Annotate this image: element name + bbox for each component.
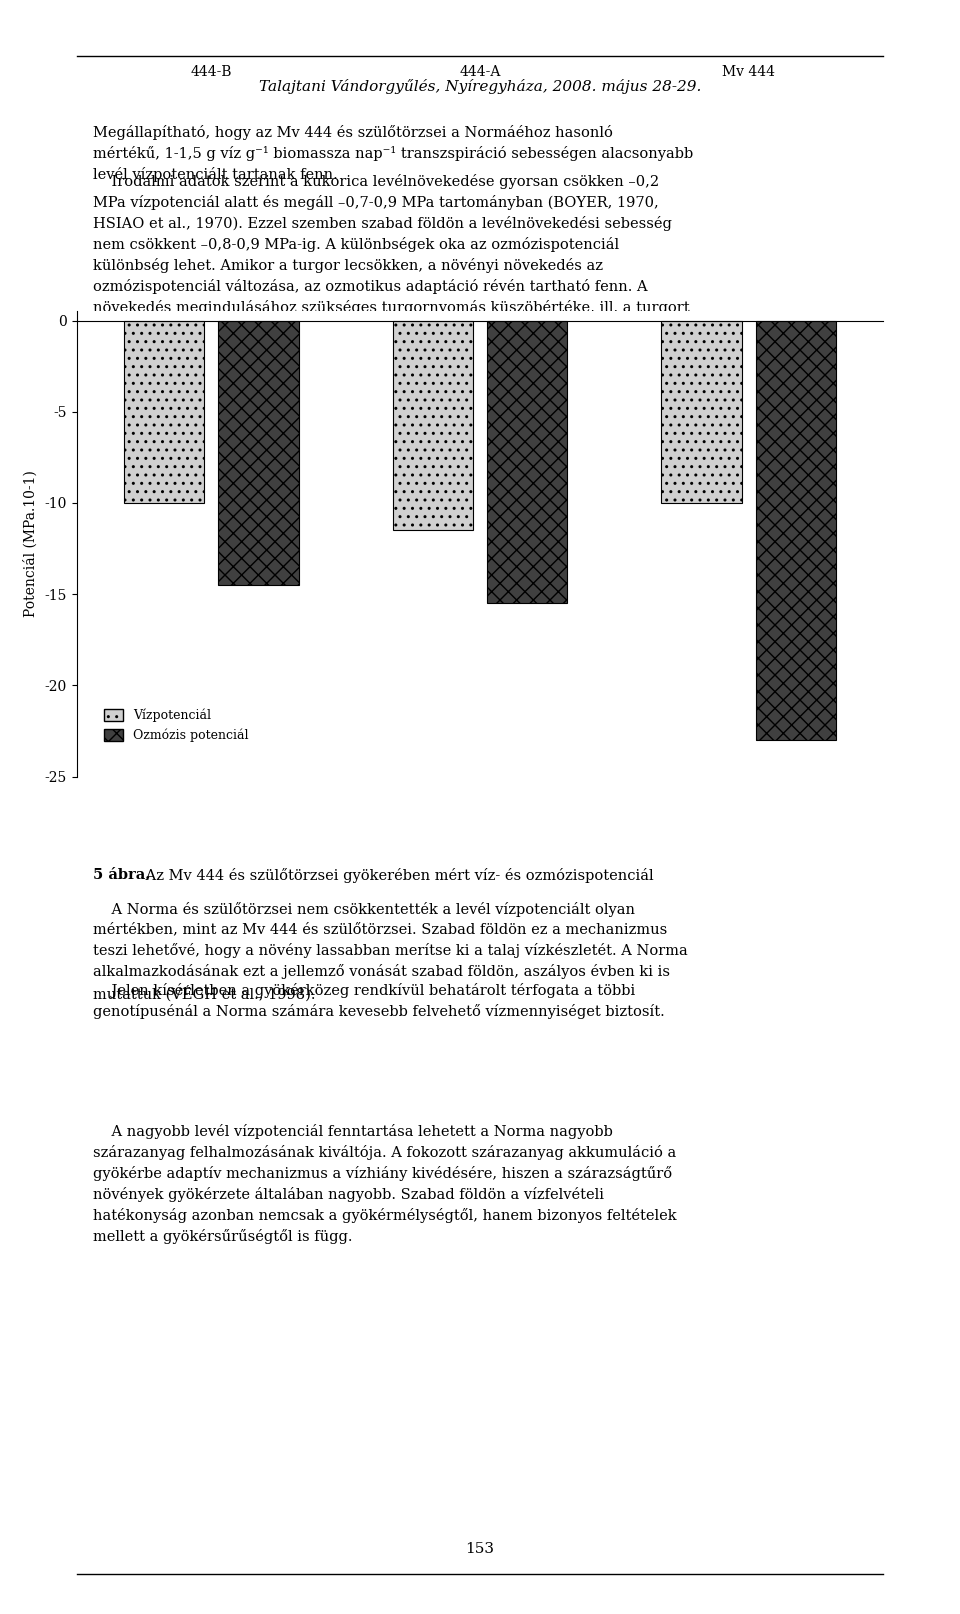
Bar [393,321,473,531]
Text: 5 ábra.: 5 ábra. [93,868,150,881]
Bar [218,321,299,586]
Bar [487,321,567,604]
Bar [124,321,204,504]
Text: Megállapítható, hogy az Mv 444 és szülőtörzsei a Normáéhoz hasonló
mértékű, 1-1,: Megállapítható, hogy az Mv 444 és szülőt… [93,126,693,182]
Text: Jelen kísérletben a gyökérközeg rendkívül behatárolt térfogata a többi
genotípus: Jelen kísérletben a gyökérközeg rendkívü… [93,983,664,1018]
Text: 444-A: 444-A [459,65,501,79]
Y-axis label: Potenciál (MPa.10-1): Potenciál (MPa.10-1) [23,471,37,618]
Bar [756,321,836,741]
Text: A nagyobb levél vízpotenciál fenntartása lehetett a Norma nagyobb
szárazanyag fe: A nagyobb levél vízpotenciál fenntartása… [93,1123,677,1243]
Text: Az Mv 444 és szülőtörzsei gyökerében mért víz- és ozmózispotenciál: Az Mv 444 és szülőtörzsei gyökerében mér… [141,868,654,883]
Text: Mv 444: Mv 444 [722,65,776,79]
Text: A Norma és szülőtörzsei nem csökkentették a levél vízpotenciált olyan
mértékben,: A Norma és szülőtörzsei nem csökkentetté… [93,902,687,1002]
Bar [661,321,742,504]
Legend: Vízpotenciál, Ozmózis potenciál: Vízpotenciál, Ozmózis potenciál [99,704,253,747]
Text: 153: 153 [466,1543,494,1556]
Text: 444-B: 444-B [190,65,232,79]
Text: Talajtani Vándorgyűlés, Nyíregyháza, 2008. május 28-29.: Talajtani Vándorgyűlés, Nyíregyháza, 200… [259,79,701,94]
Text: Irodalmi adatok szerint a kukorica levélnövekedése gyorsan csökken –0,2
MPa vízp: Irodalmi adatok szerint a kukorica levél… [93,174,689,355]
